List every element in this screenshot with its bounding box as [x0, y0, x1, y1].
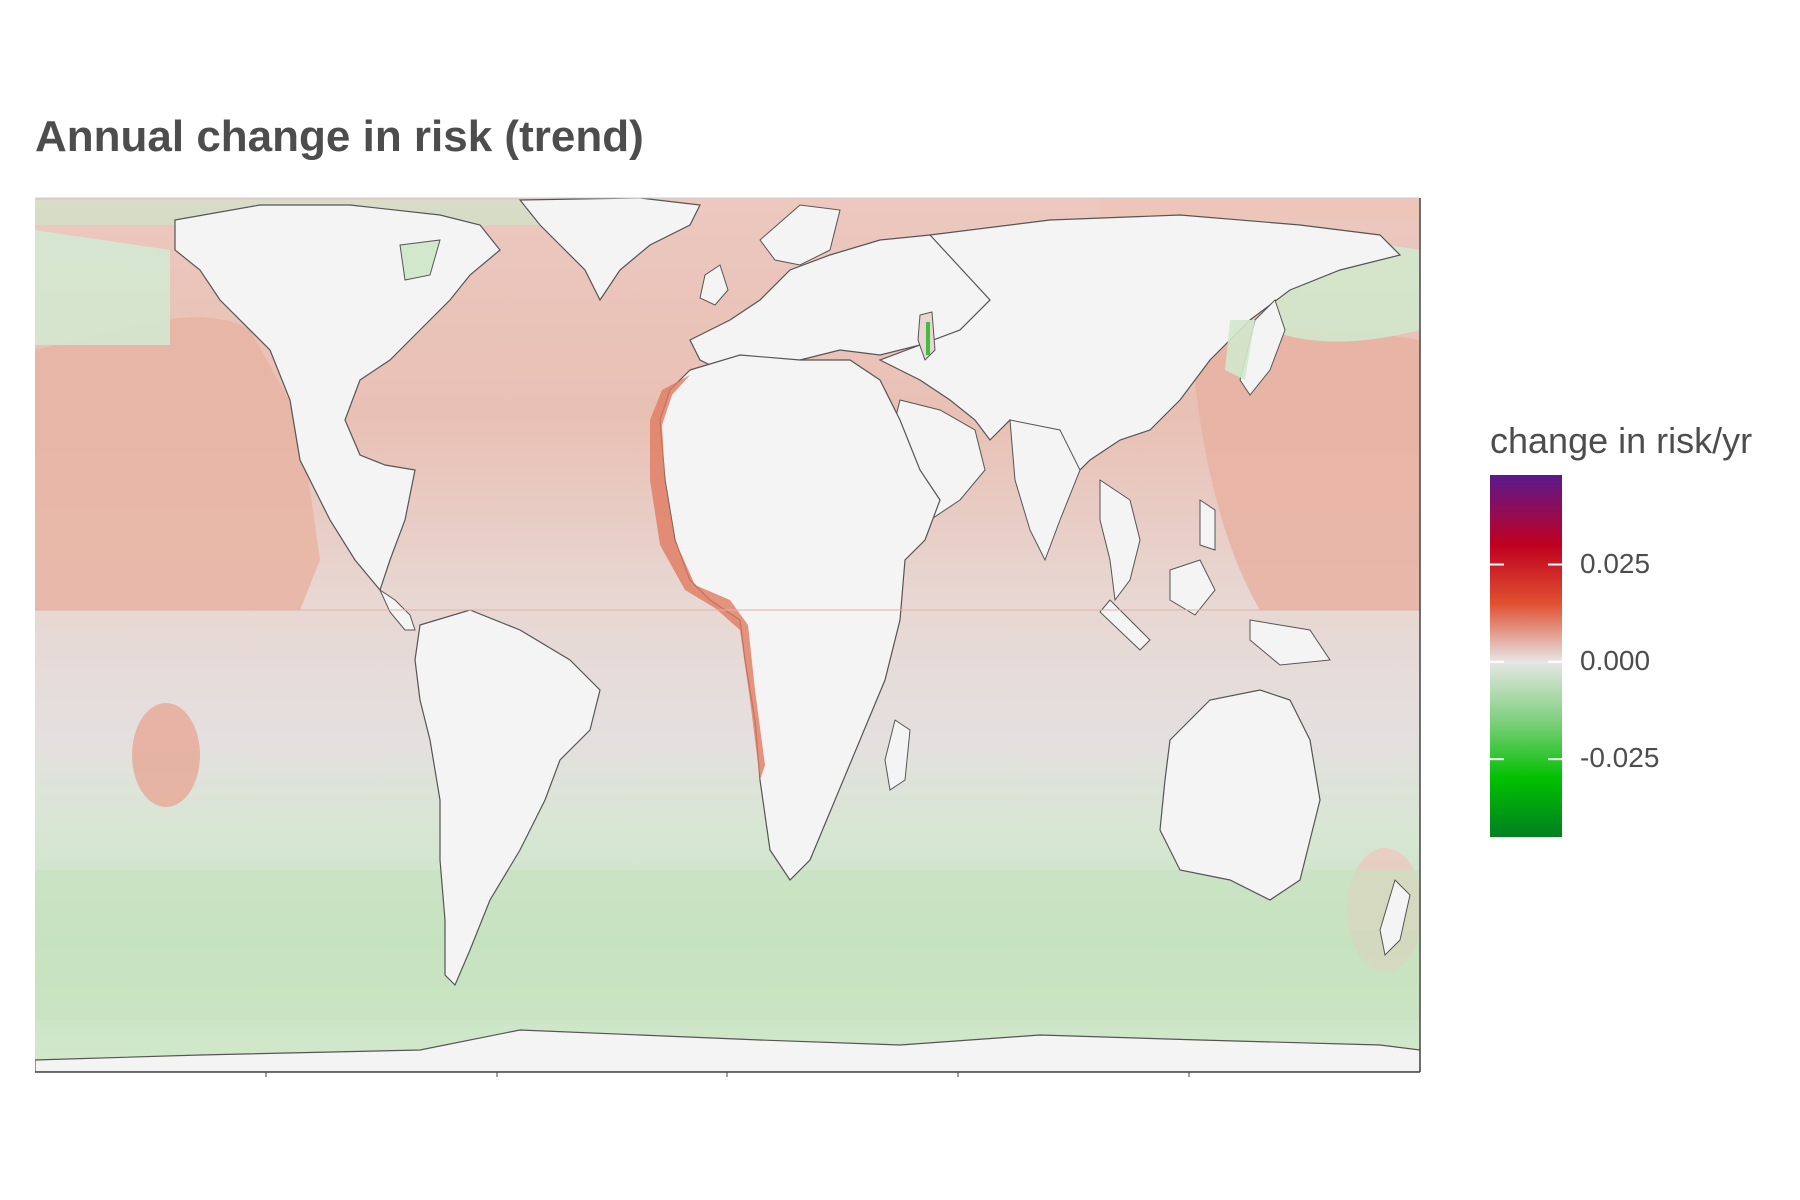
north-pacific-west-anomaly — [1190, 325, 1420, 610]
legend-tick-label: -0.025 — [1580, 742, 1660, 774]
south-pacific-anomaly — [132, 703, 200, 807]
chart-title: Annual change in risk (trend) — [35, 112, 644, 161]
north-pacific-green-patch — [35, 230, 170, 345]
madagascar — [884, 719, 911, 791]
philippines — [1199, 499, 1216, 551]
scandinavia — [759, 204, 841, 266]
greenland — [518, 198, 701, 302]
north-america — [174, 204, 501, 592]
hudson-bay-patch — [399, 239, 441, 281]
japan — [1239, 299, 1286, 396]
japan-sea-patch — [1225, 320, 1255, 380]
west-africa-coast-anomaly — [650, 375, 765, 780]
south-america — [414, 609, 601, 987]
legend-tick-label: 0.000 — [1580, 644, 1651, 676]
legend-title: change in risk/yr — [1490, 420, 1753, 461]
australia — [1159, 689, 1321, 901]
asia — [878, 214, 1402, 481]
sumatra — [1099, 599, 1151, 651]
british-isles — [699, 264, 729, 306]
india — [1009, 419, 1081, 562]
borneo — [1169, 559, 1216, 616]
caspian-green-streak — [926, 322, 930, 355]
legend-colorbar — [1490, 475, 1562, 837]
new-zealand — [1379, 879, 1411, 957]
southern-ocean-band — [35, 870, 1420, 1020]
antarctica — [35, 1029, 1420, 1072]
legend-tick-label: 0.025 — [1580, 547, 1651, 579]
north-pacific-east-anomaly — [35, 317, 320, 610]
southeast-asia — [1099, 479, 1141, 602]
legend-gradient-rect — [1490, 475, 1562, 837]
new-guinea — [1249, 619, 1331, 666]
